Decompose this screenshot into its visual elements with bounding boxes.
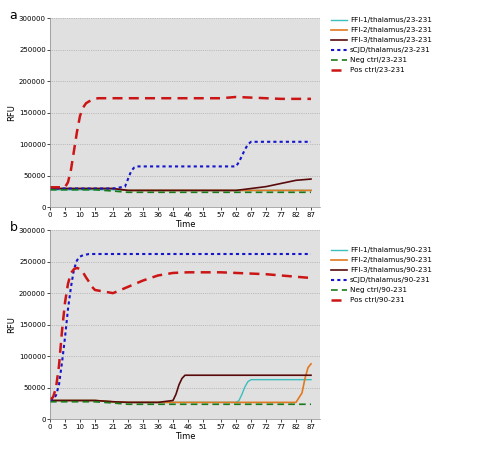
Legend: FFI-1/thalamus/90-231, FFI-2/thalamus/90-231, FFI-3/thalamus/90-231, sCJD/thalam: FFI-1/thalamus/90-231, FFI-2/thalamus/90… (331, 247, 432, 304)
Text: b: b (10, 221, 18, 234)
Text: a: a (10, 9, 17, 22)
X-axis label: Time: Time (175, 433, 195, 442)
X-axis label: Time: Time (175, 221, 195, 230)
Y-axis label: RFU: RFU (7, 104, 16, 121)
Y-axis label: RFU: RFU (7, 316, 16, 333)
Legend: FFI-1/thalamus/23-231, FFI-2/thalamus/23-231, FFI-3/thalamus/23-231, sCJD/thalam: FFI-1/thalamus/23-231, FFI-2/thalamus/23… (331, 17, 432, 74)
